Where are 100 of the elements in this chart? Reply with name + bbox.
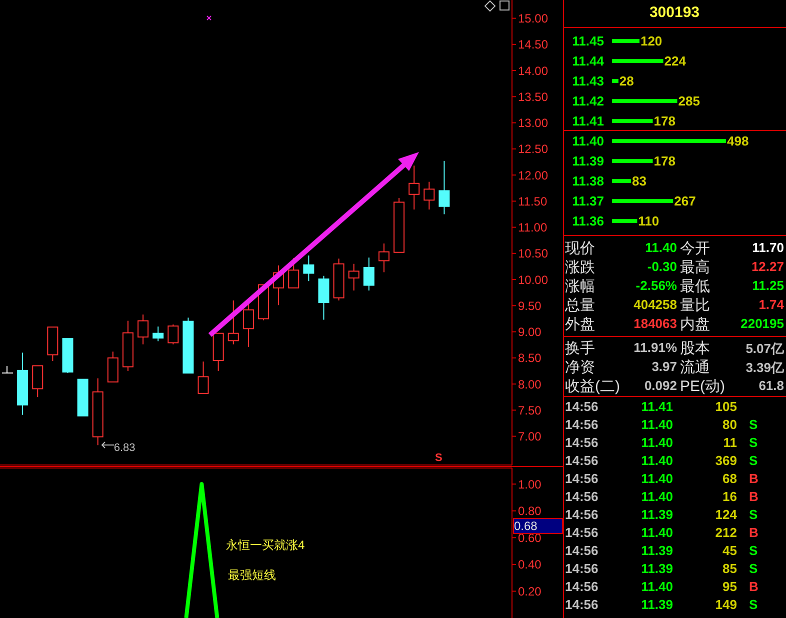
y-tick-label: 0.40 [518, 558, 542, 572]
candlestick [138, 314, 149, 345]
y-tick-label: 8.50 [518, 351, 542, 366]
category-label: 量比 [680, 296, 710, 315]
text: 11.41 [641, 399, 673, 414]
y-tick-label: 11.00 [518, 220, 548, 235]
y-tick-label: 0.20 [518, 584, 542, 598]
candlestick [348, 263, 360, 291]
bar [612, 79, 618, 83]
candlestick [378, 242, 390, 273]
text: 68 [722, 471, 737, 486]
text: 11.40 [641, 453, 673, 468]
text: 149 [715, 597, 737, 612]
category-label: 总量 [565, 296, 595, 315]
candlestick [303, 254, 314, 282]
y-tick-label: 14.50 [518, 38, 548, 52]
y-tick-label: 9.50 [518, 298, 542, 313]
category-label: 涨幅 [565, 277, 595, 296]
candlestick [408, 165, 420, 210]
text: 14:56 [565, 453, 598, 468]
text: 11.70 [752, 240, 784, 255]
chart-title: 300193 [648, 4, 701, 21]
text: 14:56 [565, 399, 598, 414]
y-tick-label: 8.00 [518, 377, 542, 392]
bar [612, 179, 631, 183]
text: 11.40 [641, 471, 673, 486]
text: B [749, 579, 758, 594]
text: S [749, 561, 758, 576]
y-tick-label: 1.00 [518, 477, 542, 492]
text: 11.39 [641, 561, 673, 576]
text: 14:56 [565, 507, 598, 522]
category-label: 涨跌 [565, 258, 595, 277]
candlestick [228, 300, 239, 345]
text: B [749, 525, 758, 540]
text: 11.40 [645, 240, 677, 255]
text: -0.30 [647, 259, 677, 274]
text: 14:56 [565, 597, 598, 612]
text: 5.07亿 [746, 341, 784, 356]
bar [612, 39, 640, 43]
y-tick-label: 11.39 [572, 154, 604, 169]
text: S [749, 507, 758, 522]
y-tick-label: 11.45 [572, 34, 604, 49]
y-tick-label: 0.80 [518, 504, 542, 518]
y-tick-label: 11.40 [572, 134, 604, 149]
text: 11.40 [641, 525, 673, 540]
text: 11 [723, 435, 737, 450]
text: 11.40 [641, 489, 673, 504]
bar [612, 99, 678, 103]
text: 11.40 [641, 579, 673, 594]
text: 404258 [634, 297, 677, 312]
bar [612, 199, 674, 203]
y-tick-label: 14.00 [518, 64, 548, 78]
y-tick-label: 11.37 [572, 194, 604, 209]
candlestick [17, 352, 28, 416]
bar [612, 159, 653, 163]
text: S [749, 597, 758, 612]
y-tick-label: 7.00 [518, 430, 542, 444]
y-tick-label: 15.00 [518, 12, 548, 26]
text: B [749, 489, 758, 504]
text: 11.39 [641, 597, 673, 612]
data-label: 178 [654, 154, 676, 169]
y-tick-label: 11.41 [572, 114, 604, 129]
category-label: 现价 [565, 239, 595, 258]
text: S [749, 453, 758, 468]
data-label: 28 [619, 74, 634, 89]
y-tick-label: 12.00 [518, 168, 548, 182]
text: 1.74 [758, 297, 784, 312]
y-tick-label: 9.00 [518, 325, 542, 340]
text: 0.092 [644, 378, 677, 393]
annotation: 最强短线 [228, 567, 276, 584]
text: 212 [715, 525, 737, 540]
text: -2.56% [636, 278, 677, 293]
category-label: 流通 [680, 358, 710, 377]
candlestick [424, 181, 435, 210]
text: 61.8 [758, 378, 784, 393]
data-label: 285 [678, 94, 700, 109]
category-label: 内盘 [680, 315, 710, 334]
category-label: 最低 [680, 277, 710, 296]
category-label: 换手 [565, 339, 595, 358]
text: 124 [715, 507, 737, 522]
data-label: 498 [727, 134, 749, 149]
data-label: 178 [654, 114, 676, 129]
text: 12.27 [751, 259, 784, 274]
text: 184063 [634, 316, 677, 331]
data-label: 224 [664, 54, 687, 69]
bar [612, 59, 664, 63]
text: 3.39亿 [746, 360, 784, 375]
text: 14:56 [565, 471, 598, 486]
category-label: 净资 [565, 358, 595, 377]
text: 95 [722, 579, 737, 594]
text: 80 [722, 417, 737, 432]
category-label: 今开 [680, 239, 710, 258]
category-label: 外盘 [565, 315, 595, 334]
annotation: 6.83 [114, 442, 136, 454]
text: S [749, 435, 758, 450]
text: 11.91% [634, 340, 677, 355]
text: 14:56 [565, 417, 598, 432]
category-label: 股本 [680, 339, 710, 358]
text: 16 [722, 489, 737, 504]
data-label: 120 [640, 34, 662, 49]
